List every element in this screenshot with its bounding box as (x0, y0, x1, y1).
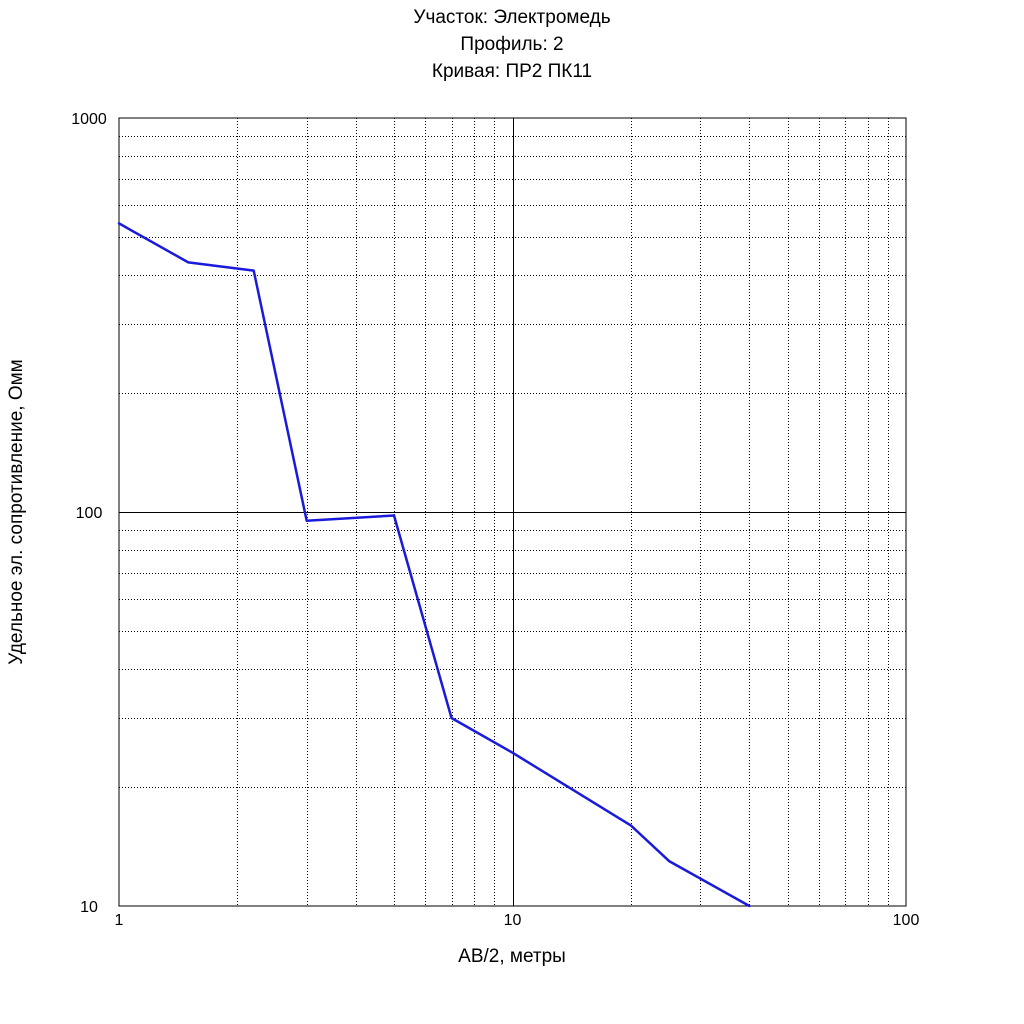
chart-title-line-1: Участок: Электромедь (413, 7, 611, 28)
x-tick-label: 100 (893, 912, 920, 929)
x-tick-label: 10 (504, 912, 522, 929)
y-tick-label: 1000 (71, 111, 107, 128)
grid (119, 118, 906, 906)
y-tick-label: 10 (80, 899, 98, 916)
plot-frame (118, 117, 907, 907)
x-tick-label: 1 (115, 912, 124, 929)
chart-title-line-2: Профиль: 2 (460, 34, 564, 55)
tick-labels: 1 10 100 1000 100 10 (71, 111, 919, 929)
chart-title: Участок: Электромедь Профиль: 2 Кривая: … (0, 4, 1024, 85)
x-axis-label: AB/2, метры (458, 946, 566, 967)
y-axis-label: Удельное эл. сопротивление, Омм (6, 359, 27, 664)
chart-title-line-3: Кривая: ПР2 ПК11 (431, 61, 593, 82)
series-layer (117, 222, 751, 908)
y-tick-label: 100 (76, 505, 103, 522)
series-line (117, 222, 751, 908)
